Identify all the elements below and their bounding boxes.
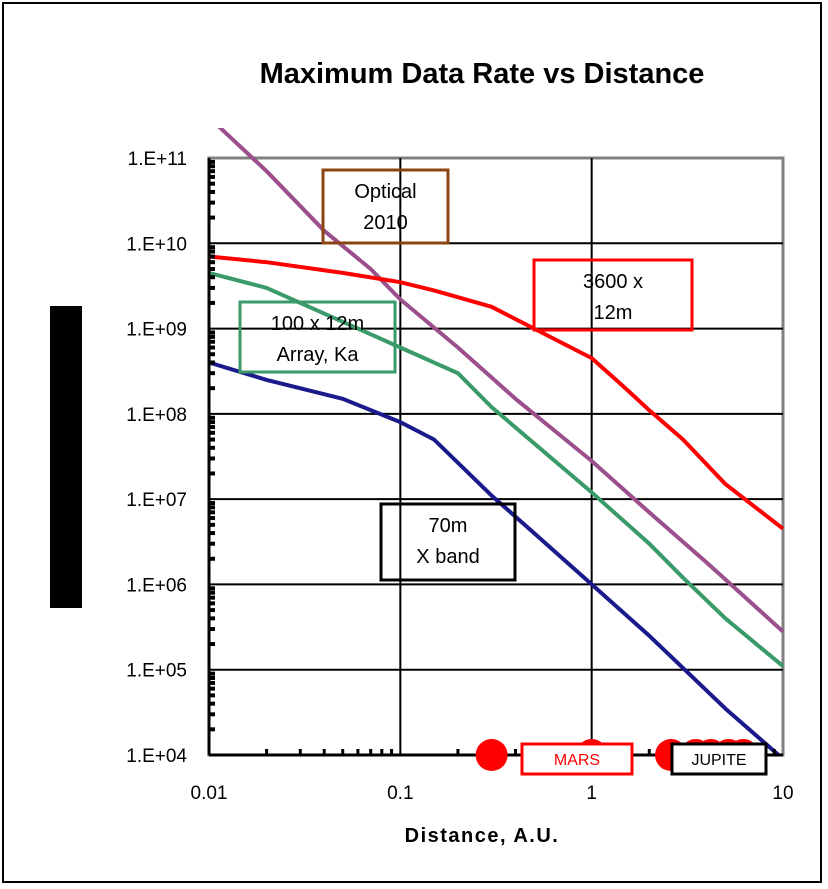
annotation-box (321, 168, 450, 245)
planet-label-text: MARS (554, 752, 600, 769)
annotation-text: X band (416, 546, 479, 568)
planet-label: JUPITE (670, 742, 768, 776)
chart-title: Maximum Data Rate vs Distance (260, 58, 705, 90)
y-tick-label: 1.E+08 (126, 405, 187, 426)
series-line-array_100 (208, 270, 785, 668)
x-tick-label: 1 (586, 783, 597, 804)
planet-label: MARS (520, 742, 634, 776)
planet-markers: MARS JUPITE (475, 739, 768, 776)
x-tick-label: 0.01 (191, 783, 228, 804)
annotation-box (532, 258, 694, 332)
y-axis-label-block (50, 306, 82, 608)
annotation-array_100: 100 x 12m Array, Ka (238, 300, 397, 374)
y-tick-label: 1.E+10 (126, 234, 187, 255)
series-line-optical (217, 128, 785, 634)
annotation-text: Array, Ka (277, 344, 360, 366)
y-tick-label: 1.E+11 (128, 149, 187, 170)
chart-svg: Maximum Data Rate vs Distance 1.E+04 1.E+… (50, 58, 794, 847)
series-group (208, 128, 785, 755)
annotation-text: 70m (429, 515, 468, 537)
y-tick-label: 1.E+09 (126, 320, 187, 341)
y-tick-label: 1.E+06 (126, 575, 187, 596)
y-tick-label: 1.E+04 (126, 746, 187, 767)
planet-label-box (670, 742, 768, 776)
series-line-array_3600 (208, 254, 785, 531)
annotation-text: 3600 x (583, 271, 643, 293)
planet-marker (475, 739, 508, 771)
annotation-text: 2010 (363, 212, 408, 234)
x-tick-label: 10 (772, 783, 793, 804)
series-line-dsn_70m (208, 360, 782, 755)
planet-label-text: JUPITE (691, 752, 746, 769)
annotation-text: Optical (354, 181, 416, 203)
y-tick-label: 1.E+07 (126, 490, 187, 511)
planet-label-box (520, 742, 634, 776)
annotation-box (379, 502, 517, 582)
y-tick-label: 1.E+05 (126, 661, 187, 682)
x-tick-label: 0.1 (387, 783, 413, 804)
x-axis-label: Distance, A.U. (405, 825, 560, 847)
annotation-box (238, 300, 397, 374)
annotation-optical: Optical 2010 (321, 168, 450, 245)
annotation-text: 12m (594, 302, 633, 324)
annotation-text: 100 x 12m (271, 313, 364, 335)
annotation-array_3600: 3600 x 12m (532, 258, 694, 332)
annotation-dsn_70m: 70m X band (379, 502, 517, 582)
